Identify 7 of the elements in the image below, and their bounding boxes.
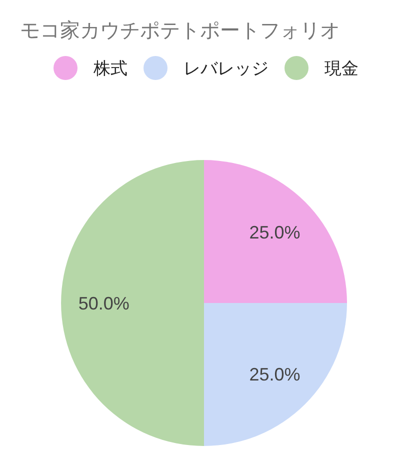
legend-label: 株式 — [94, 59, 128, 78]
legend-label: レバレッジ — [184, 59, 268, 78]
title: モコ家カウチポテトポートフォリオ — [20, 20, 340, 42]
data-label: 25.0% — [249, 222, 300, 243]
legend-label: 現金 — [324, 59, 358, 78]
data-label: 25.0% — [249, 364, 300, 384]
data-label: 50.0% — [78, 294, 130, 314]
